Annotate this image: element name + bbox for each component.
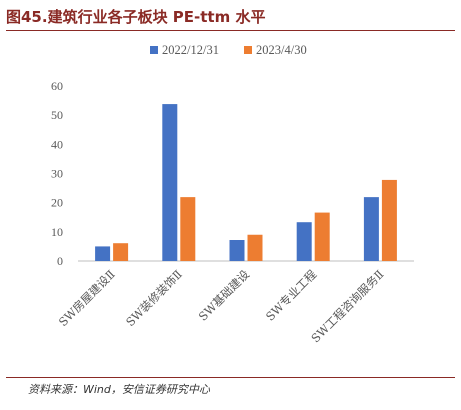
y-tick-label: 20: [51, 196, 63, 210]
figure-title: 图45.建筑行业各子板块 PE-ttm 水平: [6, 8, 266, 26]
title-divider: [6, 30, 455, 31]
source-note: 资料来源：Wind，安信证券研究中心: [28, 383, 210, 396]
bar: [314, 212, 330, 261]
x-tick-label: SW工程咨询服务Ⅱ: [308, 267, 386, 345]
bar: [229, 240, 245, 261]
bar: [363, 197, 379, 261]
bar: [113, 243, 129, 261]
footer-divider: [6, 377, 455, 378]
bar: [180, 197, 196, 261]
bar: [95, 246, 111, 261]
legend-swatch: [150, 46, 158, 54]
y-tick-label: 0: [57, 254, 63, 268]
y-tick-label: 40: [51, 137, 63, 151]
y-tick-label: 10: [51, 225, 63, 239]
legend-label: 2022/12/31: [162, 43, 219, 57]
legend-label: 2023/4/30: [256, 43, 307, 57]
y-tick-label: 30: [51, 167, 63, 181]
bar: [381, 179, 397, 261]
bar: [247, 234, 263, 261]
bar: [296, 222, 312, 261]
y-tick-label: 60: [51, 79, 63, 93]
y-tick-label: 50: [51, 108, 63, 122]
x-tick-label: SW装修装饰Ⅱ: [123, 267, 185, 329]
x-tick-label: SW基础建设: [196, 267, 253, 324]
x-tick-label: SW专业工程: [263, 267, 320, 324]
x-tick-label: SW房屋建设Ⅱ: [56, 267, 118, 329]
bar: [162, 104, 178, 261]
legend-swatch: [244, 46, 252, 54]
